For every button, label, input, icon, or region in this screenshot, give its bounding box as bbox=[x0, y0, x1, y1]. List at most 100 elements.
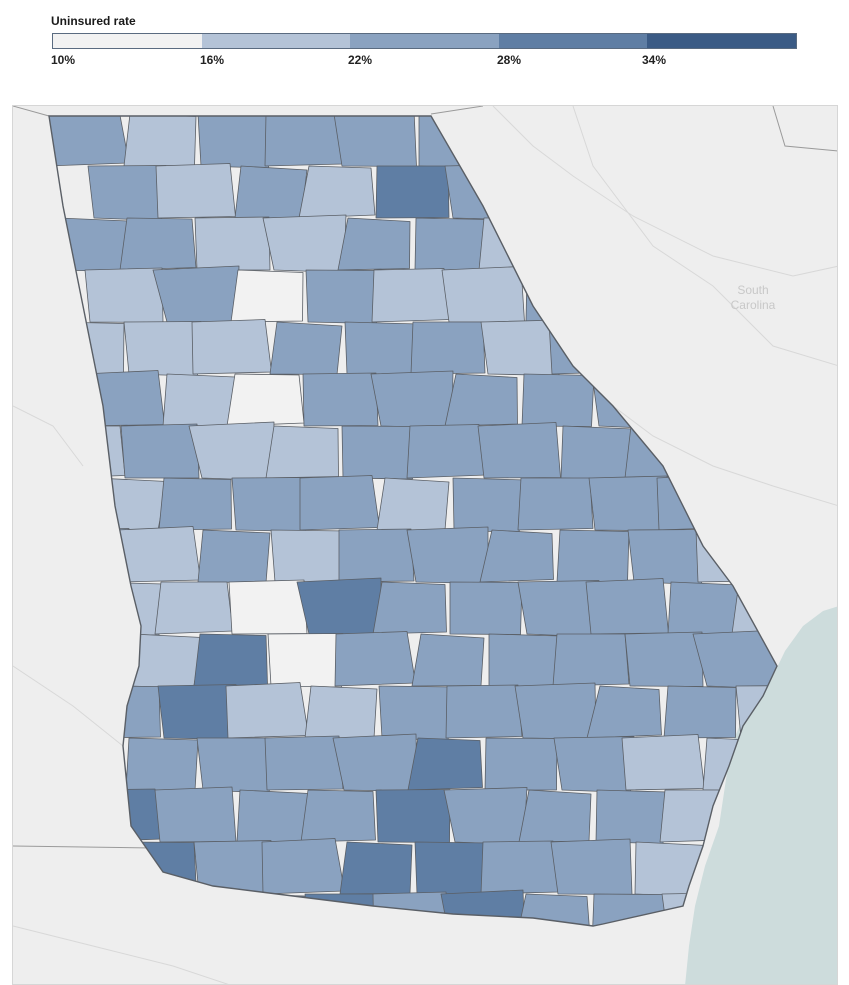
county-shape[interactable] bbox=[695, 527, 776, 583]
county-shape[interactable] bbox=[194, 216, 271, 271]
county-shape[interactable] bbox=[445, 684, 523, 739]
county-shape[interactable] bbox=[81, 370, 165, 427]
county-shape[interactable] bbox=[665, 165, 744, 222]
county-shape[interactable] bbox=[406, 424, 487, 479]
county-shape[interactable] bbox=[370, 370, 454, 429]
county-shape[interactable] bbox=[411, 633, 485, 687]
county-shape[interactable] bbox=[406, 526, 489, 584]
map-view[interactable]: South Carolina bbox=[12, 105, 838, 985]
county-shape[interactable] bbox=[593, 165, 667, 219]
county-shape[interactable] bbox=[269, 321, 343, 375]
county-shape[interactable] bbox=[84, 267, 164, 323]
county-shape[interactable] bbox=[552, 633, 630, 687]
county-shape[interactable] bbox=[83, 891, 165, 948]
county-shape[interactable] bbox=[656, 473, 742, 531]
county-shape[interactable] bbox=[157, 684, 237, 740]
county-shape[interactable] bbox=[338, 528, 415, 583]
county-shape[interactable] bbox=[123, 114, 197, 167]
county-shape[interactable] bbox=[236, 789, 310, 845]
county-shape[interactable] bbox=[595, 789, 669, 844]
county-shape[interactable] bbox=[371, 268, 451, 323]
county-shape[interactable] bbox=[262, 214, 347, 273]
county-shape[interactable] bbox=[230, 269, 304, 323]
county-shape[interactable] bbox=[225, 682, 309, 739]
county-shape[interactable] bbox=[731, 581, 808, 635]
county-shape[interactable] bbox=[226, 373, 305, 427]
county-shape[interactable] bbox=[119, 217, 197, 271]
county-shape[interactable] bbox=[231, 477, 309, 532]
county-shape[interactable] bbox=[634, 841, 708, 898]
county-shape[interactable] bbox=[585, 578, 669, 635]
county-shape[interactable] bbox=[667, 581, 741, 636]
county-shape[interactable] bbox=[270, 529, 348, 586]
county-shape[interactable] bbox=[378, 685, 455, 741]
county-shape[interactable] bbox=[158, 477, 232, 531]
county-shape[interactable] bbox=[339, 841, 413, 895]
county-shape[interactable] bbox=[407, 737, 483, 791]
county-shape[interactable] bbox=[375, 165, 450, 219]
county-shape[interactable] bbox=[621, 734, 705, 791]
county-shape[interactable] bbox=[261, 838, 345, 895]
county-shape[interactable] bbox=[444, 163, 526, 221]
county-shape[interactable] bbox=[696, 217, 772, 271]
county-shape[interactable] bbox=[232, 893, 306, 946]
county-shape[interactable] bbox=[162, 373, 236, 428]
county-shape[interactable] bbox=[300, 789, 376, 843]
county-shape[interactable] bbox=[82, 788, 163, 843]
county-shape[interactable] bbox=[512, 161, 598, 219]
county-shape[interactable] bbox=[482, 114, 557, 167]
county-shape[interactable] bbox=[479, 529, 554, 583]
county-shape[interactable] bbox=[193, 633, 268, 687]
county-shape[interactable] bbox=[90, 581, 164, 636]
county-shape[interactable] bbox=[662, 268, 740, 324]
county-shape[interactable] bbox=[188, 421, 275, 481]
county-shape[interactable] bbox=[525, 269, 599, 325]
county-shape[interactable] bbox=[372, 891, 452, 946]
county-shape[interactable] bbox=[265, 425, 339, 479]
county-shape[interactable] bbox=[588, 475, 668, 532]
county-shape[interactable] bbox=[155, 163, 236, 219]
county-shape[interactable] bbox=[296, 577, 382, 637]
county-shape[interactable] bbox=[334, 631, 416, 687]
county-shape[interactable] bbox=[299, 475, 380, 531]
county-shape[interactable] bbox=[45, 110, 130, 167]
county-shape[interactable] bbox=[480, 840, 559, 895]
county-shape[interactable] bbox=[698, 424, 775, 479]
county-shape[interactable] bbox=[444, 373, 518, 427]
county-shape[interactable] bbox=[663, 685, 737, 739]
county-shape[interactable] bbox=[488, 633, 562, 689]
county-shape[interactable] bbox=[305, 269, 381, 324]
county-shape[interactable] bbox=[117, 526, 201, 583]
county-shape[interactable] bbox=[344, 321, 420, 378]
county-shape[interactable] bbox=[228, 579, 308, 635]
county-shape[interactable] bbox=[659, 371, 740, 427]
county-shape[interactable] bbox=[410, 321, 486, 375]
county-shape[interactable] bbox=[518, 789, 592, 843]
county-shape[interactable] bbox=[152, 265, 240, 326]
county-shape[interactable] bbox=[49, 737, 122, 791]
county-shape[interactable] bbox=[86, 685, 161, 739]
county-shape[interactable] bbox=[628, 321, 702, 375]
county-shape[interactable] bbox=[48, 425, 126, 479]
county-shape[interactable] bbox=[87, 165, 167, 221]
county-shape[interactable] bbox=[591, 893, 665, 946]
county-shape[interactable] bbox=[701, 321, 778, 377]
county-shape[interactable] bbox=[414, 841, 490, 897]
county-shape[interactable] bbox=[548, 317, 634, 375]
county-shape[interactable] bbox=[123, 321, 202, 377]
county-shape[interactable] bbox=[304, 685, 378, 739]
county-shape[interactable] bbox=[375, 789, 451, 843]
county-shape[interactable] bbox=[556, 529, 630, 583]
county-shape[interactable] bbox=[376, 477, 450, 531]
county-shape[interactable] bbox=[700, 114, 774, 167]
county-shape[interactable] bbox=[589, 269, 665, 323]
county-shape[interactable] bbox=[154, 786, 237, 843]
county-shape[interactable] bbox=[125, 737, 199, 791]
county-shape[interactable] bbox=[551, 215, 632, 271]
county-shape[interactable] bbox=[196, 737, 276, 794]
county-shape[interactable] bbox=[591, 373, 672, 430]
county-shape[interactable] bbox=[197, 114, 274, 169]
county-shape[interactable] bbox=[560, 425, 634, 481]
county-shape[interactable] bbox=[553, 736, 635, 793]
county-shape[interactable] bbox=[298, 165, 376, 219]
